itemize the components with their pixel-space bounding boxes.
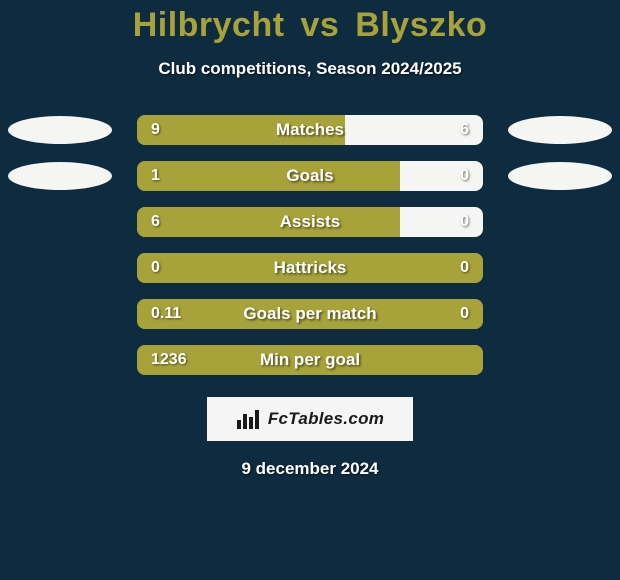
stat-row: 1 0 Goals xyxy=(0,153,620,199)
stat-value-right: 0 xyxy=(460,305,469,323)
stat-bar-left xyxy=(137,207,400,237)
player2-name: Blyszko xyxy=(355,6,487,44)
stat-label: Matches xyxy=(276,120,344,140)
date-label: 9 december 2024 xyxy=(241,459,378,479)
comparison-infographic: Hilbrycht vs Blyszko Club competitions, … xyxy=(0,0,620,580)
stat-row: 6 0 Assists xyxy=(0,199,620,245)
stat-value-left: 9 xyxy=(151,121,160,139)
player-badge-right xyxy=(508,116,612,144)
stat-row: 9 6 Matches xyxy=(0,107,620,153)
stat-value-right: 0 xyxy=(460,213,469,231)
stat-label: Assists xyxy=(280,212,340,232)
stat-bar-track: 0.11 0 Goals per match xyxy=(137,299,483,329)
logo-text: FcTables.com xyxy=(268,409,384,429)
player-badge-left xyxy=(8,116,112,144)
stat-bar-track: 6 0 Assists xyxy=(137,207,483,237)
stat-bar-left xyxy=(137,161,400,191)
stat-value-left: 6 xyxy=(151,213,160,231)
stat-value-right: 6 xyxy=(460,121,469,139)
vs-label: vs xyxy=(301,6,340,44)
stat-bar-track: 1236 Min per goal xyxy=(137,345,483,375)
stat-value-right: 0 xyxy=(460,259,469,277)
stat-value-left: 1 xyxy=(151,167,160,185)
stat-value-left: 0 xyxy=(151,259,160,277)
stat-bar-track: 9 6 Matches xyxy=(137,115,483,145)
stat-row: 1236 Min per goal xyxy=(0,337,620,383)
player-badge-right xyxy=(508,162,612,190)
stats-chart: 9 6 Matches 1 0 Goals 6 0 Assists 0 0 Hattricks 0.11… xyxy=(0,107,620,383)
stat-label: Goals xyxy=(286,166,333,186)
stat-bar-right xyxy=(400,161,483,191)
stat-label: Hattricks xyxy=(274,258,347,278)
page-title: Hilbrycht vs Blyszko xyxy=(133,6,488,45)
stat-row: 0.11 0 Goals per match xyxy=(0,291,620,337)
stat-value-left: 1236 xyxy=(151,351,187,369)
player1-name: Hilbrycht xyxy=(133,6,285,44)
logo-bars-icon xyxy=(236,408,262,430)
stat-row: 0 0 Hattricks xyxy=(0,245,620,291)
stat-bar-track: 0 0 Hattricks xyxy=(137,253,483,283)
stat-value-left: 0.11 xyxy=(151,305,181,323)
subtitle: Club competitions, Season 2024/2025 xyxy=(158,59,461,79)
stat-bar-right xyxy=(400,207,483,237)
stat-label: Min per goal xyxy=(260,350,360,370)
stat-value-right: 0 xyxy=(460,167,469,185)
stat-bar-track: 1 0 Goals xyxy=(137,161,483,191)
stat-label: Goals per match xyxy=(243,304,376,324)
player-badge-left xyxy=(8,162,112,190)
fctables-logo: FcTables.com xyxy=(207,397,413,441)
